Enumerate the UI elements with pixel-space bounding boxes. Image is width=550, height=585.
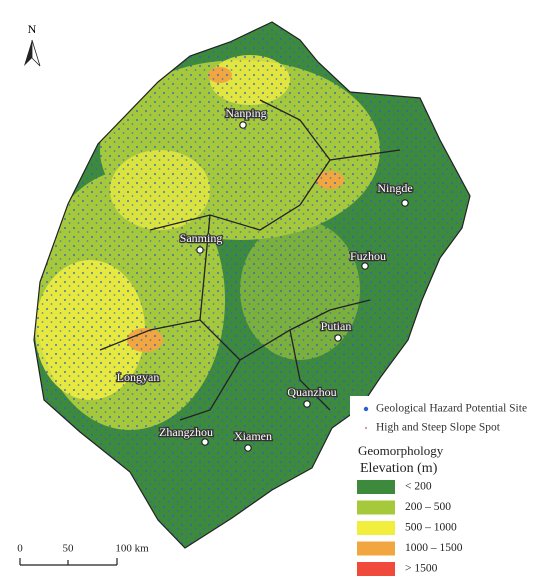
legend-swatch: [357, 521, 395, 535]
city-dot: [361, 262, 369, 270]
city-dot: [134, 376, 142, 384]
city-label: Zhangzhou: [159, 425, 213, 439]
legend-swatch: [357, 541, 395, 556]
scale-label: 100 km: [115, 543, 149, 555]
city-dot: [196, 246, 204, 254]
city-label: Longyan: [117, 370, 160, 384]
legend-class-label: > 1500: [405, 563, 438, 575]
legend-marker: [364, 426, 368, 430]
legend-class-label: 500 – 1000: [405, 522, 457, 534]
north-arrow: N: [24, 22, 41, 67]
city-label: Quanzhou: [287, 385, 336, 399]
scale-label: 0: [17, 543, 23, 555]
city-dot: [244, 444, 252, 452]
legend-marker-label: Geological Hazard Potential Site: [376, 403, 527, 415]
city-dot: [334, 334, 342, 342]
scale-label: 50: [63, 543, 75, 555]
legend-class-label: < 200: [405, 481, 432, 493]
city-label: Putian: [321, 319, 352, 333]
legend-title: Geomorphology: [358, 443, 444, 458]
city-label: Ningde: [377, 181, 412, 195]
legend-marker-label: High and Steep Slope Spot: [376, 422, 501, 434]
scale-bar: [19, 558, 118, 566]
north-label: N: [28, 22, 37, 36]
city-dot: [201, 438, 209, 446]
legend-subtitle: Elevation (m): [360, 461, 438, 476]
legend-swatch: [357, 480, 395, 494]
legend-class-label: 200 – 500: [405, 501, 451, 513]
city-label: Nanping: [225, 106, 266, 120]
city-label: Xiamen: [234, 429, 272, 443]
city-dot: [303, 400, 311, 408]
city-dot: [239, 121, 247, 129]
city-label: Fuzhou: [350, 249, 386, 263]
legend-swatch: [357, 500, 395, 515]
city-dot: [401, 199, 409, 207]
city-label: Sanming: [180, 231, 223, 245]
legend-swatch: [357, 562, 395, 576]
legend-marker: [363, 406, 369, 412]
legend-class-label: 1000 – 1500: [405, 542, 463, 554]
boundary: [33, 21, 471, 549]
